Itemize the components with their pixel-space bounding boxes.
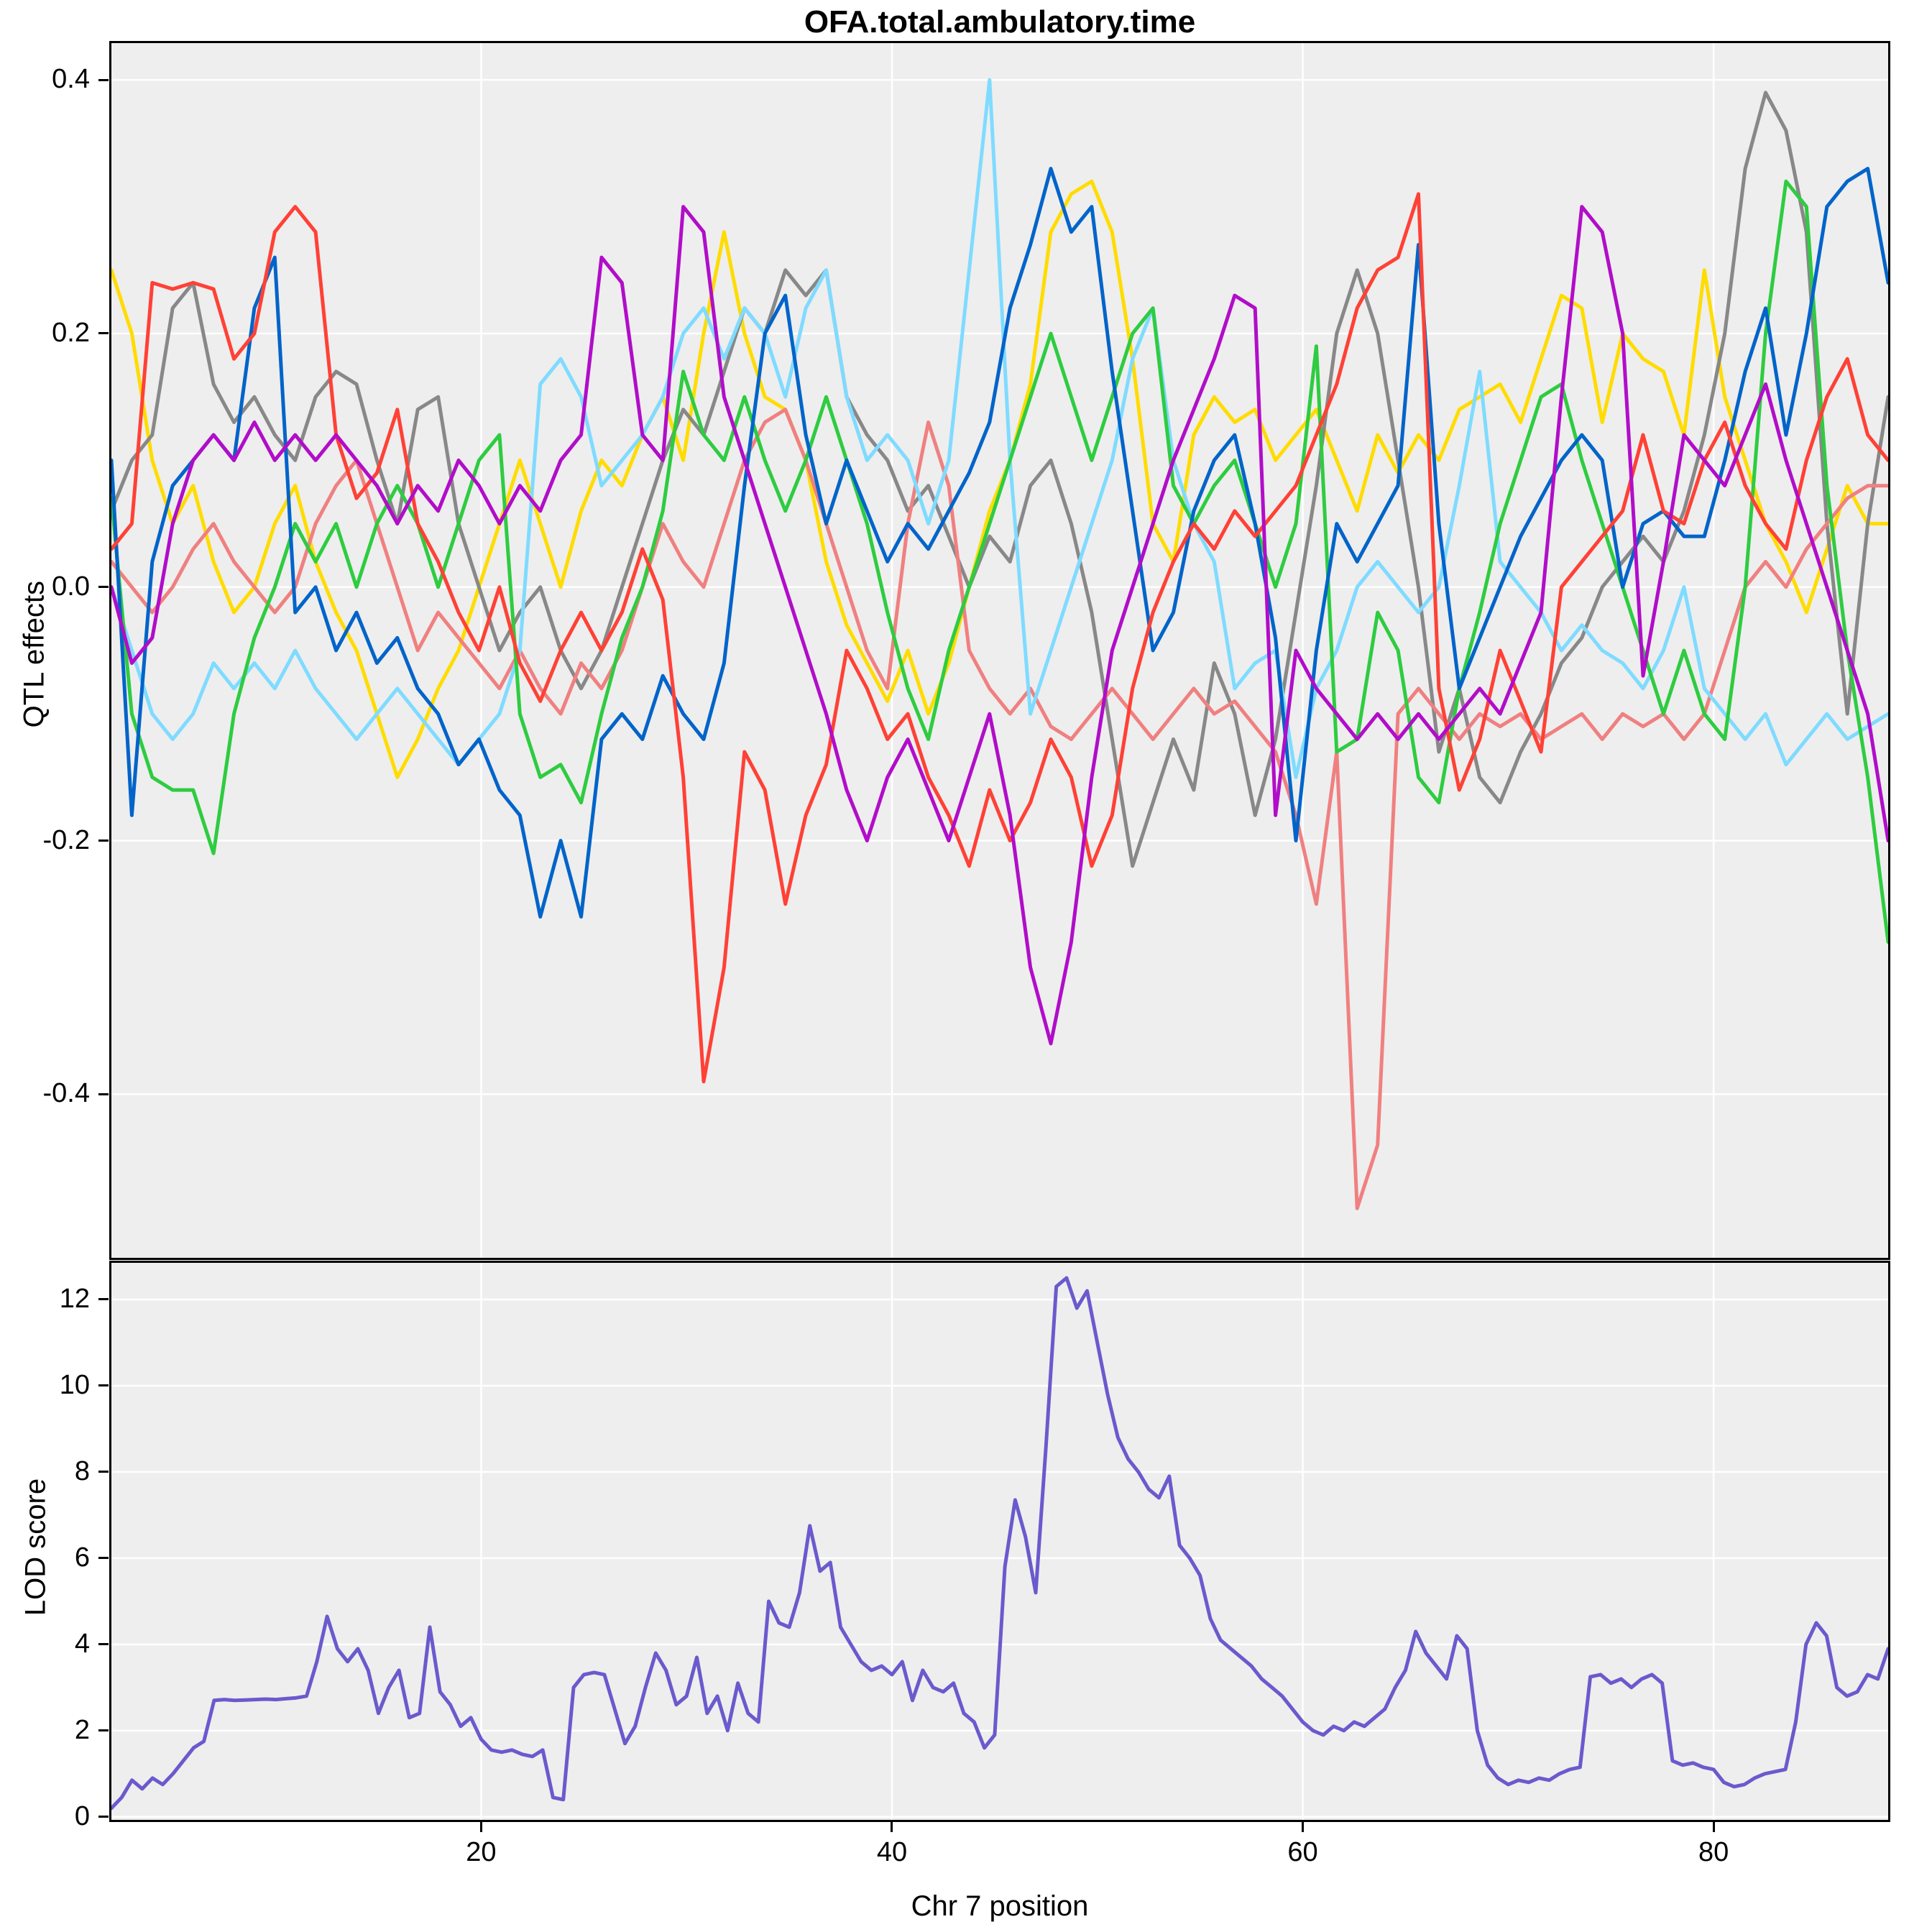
y-tick-mark [98, 1557, 109, 1560]
series-line-salmon [111, 408, 1888, 1210]
y-tick-label: 12 [59, 1283, 90, 1314]
x-tick-label: 20 [466, 1837, 497, 1867]
qtl-effects-plot-panel [109, 41, 1890, 1260]
y-tick-label: -0.4 [42, 1078, 90, 1109]
lod-score-plot-panel [109, 1261, 1890, 1822]
y-tick-mark [98, 1471, 109, 1473]
series-line-gray [111, 91, 1888, 868]
y-tick-mark [98, 1643, 109, 1646]
y-tick-mark [98, 1092, 109, 1095]
x-tick-label: 40 [876, 1837, 908, 1867]
x-tick-mark [891, 1822, 893, 1832]
y-tick-mark [98, 586, 109, 589]
y-tick-label: 4 [74, 1628, 90, 1659]
y-tick-label: 0.4 [52, 64, 90, 95]
y-tick-mark [98, 1298, 109, 1301]
series-line-LOD [111, 1276, 1888, 1811]
y-tick-mark [98, 78, 109, 81]
y-tick-label: 0.2 [52, 317, 90, 348]
y-tick-label: 2 [74, 1714, 90, 1745]
series-line-purple [111, 205, 1888, 1046]
series-line-yellow [111, 179, 1888, 779]
y-tick-label: 0.0 [52, 571, 90, 602]
y-axis-label-qtl-effects: QTL effects [18, 580, 50, 728]
y-tick-label: 8 [74, 1455, 90, 1486]
y-tick-mark [98, 1729, 109, 1732]
x-tick-label: 60 [1287, 1837, 1318, 1867]
x-tick-mark [1302, 1822, 1305, 1832]
series-line-blue [111, 167, 1888, 919]
lod-score-chart [111, 1263, 1888, 1820]
y-tick-mark [98, 840, 109, 842]
y-tick-label: 10 [59, 1369, 90, 1400]
x-tick-mark [1712, 1822, 1715, 1832]
y-tick-mark [98, 1384, 109, 1387]
qtl-effects-chart [111, 43, 1888, 1258]
page-title: OFA.total.ambulatory.time [804, 4, 1196, 40]
y-tick-label: 6 [74, 1542, 90, 1573]
x-axis-label: Chr 7 position [911, 1890, 1089, 1922]
y-tick-label: 0 [74, 1800, 90, 1831]
x-tick-mark [479, 1822, 482, 1832]
y-tick-label: -0.2 [42, 824, 90, 855]
series-line-red [111, 192, 1888, 1084]
y-tick-mark [98, 332, 109, 335]
y-tick-mark [98, 1816, 109, 1818]
x-tick-label: 80 [1698, 1837, 1729, 1867]
series-line-skyblue [111, 78, 1888, 779]
